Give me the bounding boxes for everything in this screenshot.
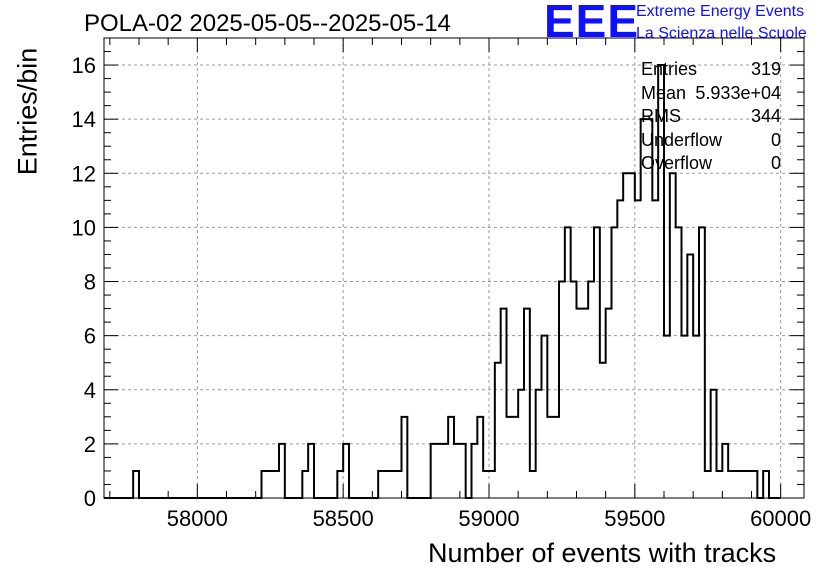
- stat-mean-value: 5.933e+04: [695, 82, 781, 103]
- stat-entries-value: 319: [750, 59, 781, 79]
- x-tick-label: 59500: [604, 506, 665, 531]
- y-tick-label: 16: [72, 53, 96, 78]
- y-tick-label: 2: [84, 432, 96, 457]
- y-tick-label: 12: [72, 161, 96, 186]
- stat-entries-label: Entries: [641, 59, 698, 79]
- y-tick-label: 4: [84, 378, 96, 403]
- x-axis-label: Number of events with tracks: [428, 538, 777, 568]
- y-axis-label: Entries/bin: [12, 47, 43, 176]
- stat-rms-label: RMS: [641, 106, 681, 126]
- stat-mean: Mean 5.933e+04: [641, 82, 781, 106]
- y-tick-label: 8: [84, 270, 96, 295]
- stat-overflow: Overflow 0: [641, 152, 781, 176]
- stat-underflow-label: Underflow: [641, 129, 723, 150]
- x-tick-label: 58500: [313, 506, 374, 531]
- stat-entries: Entries 319: [641, 58, 781, 82]
- stat-underflow-value: 0: [770, 129, 781, 150]
- histogram-series-line: [104, 64, 781, 499]
- stat-underflow: Underflow 0: [641, 129, 781, 153]
- x-tick-label: 58000: [167, 506, 228, 531]
- logo-line-1: Extreme Energy Events: [636, 3, 805, 20]
- eee-logo: EEE: [544, 0, 640, 47]
- stat-overflow-value: 0: [770, 153, 781, 173]
- y-tick-label: 6: [84, 324, 96, 349]
- x-tick-label: 60000: [750, 506, 811, 531]
- stat-mean-label: Mean: [641, 82, 687, 103]
- y-tick-label: 14: [72, 107, 96, 132]
- stat-rms: RMS 344: [641, 105, 781, 129]
- x-tick-label: 59000: [458, 506, 519, 531]
- stat-rms-value: 344: [750, 106, 781, 126]
- stats-box: Entries 319 Mean 5.933e+04 RMS 344 Under…: [641, 58, 781, 176]
- chart-title: POLA-02 2025-05-05--2025-05-14: [84, 10, 451, 37]
- stat-overflow-label: Overflow: [641, 153, 713, 173]
- y-tick-label: 10: [72, 215, 96, 240]
- y-tick-label: 0: [84, 486, 96, 511]
